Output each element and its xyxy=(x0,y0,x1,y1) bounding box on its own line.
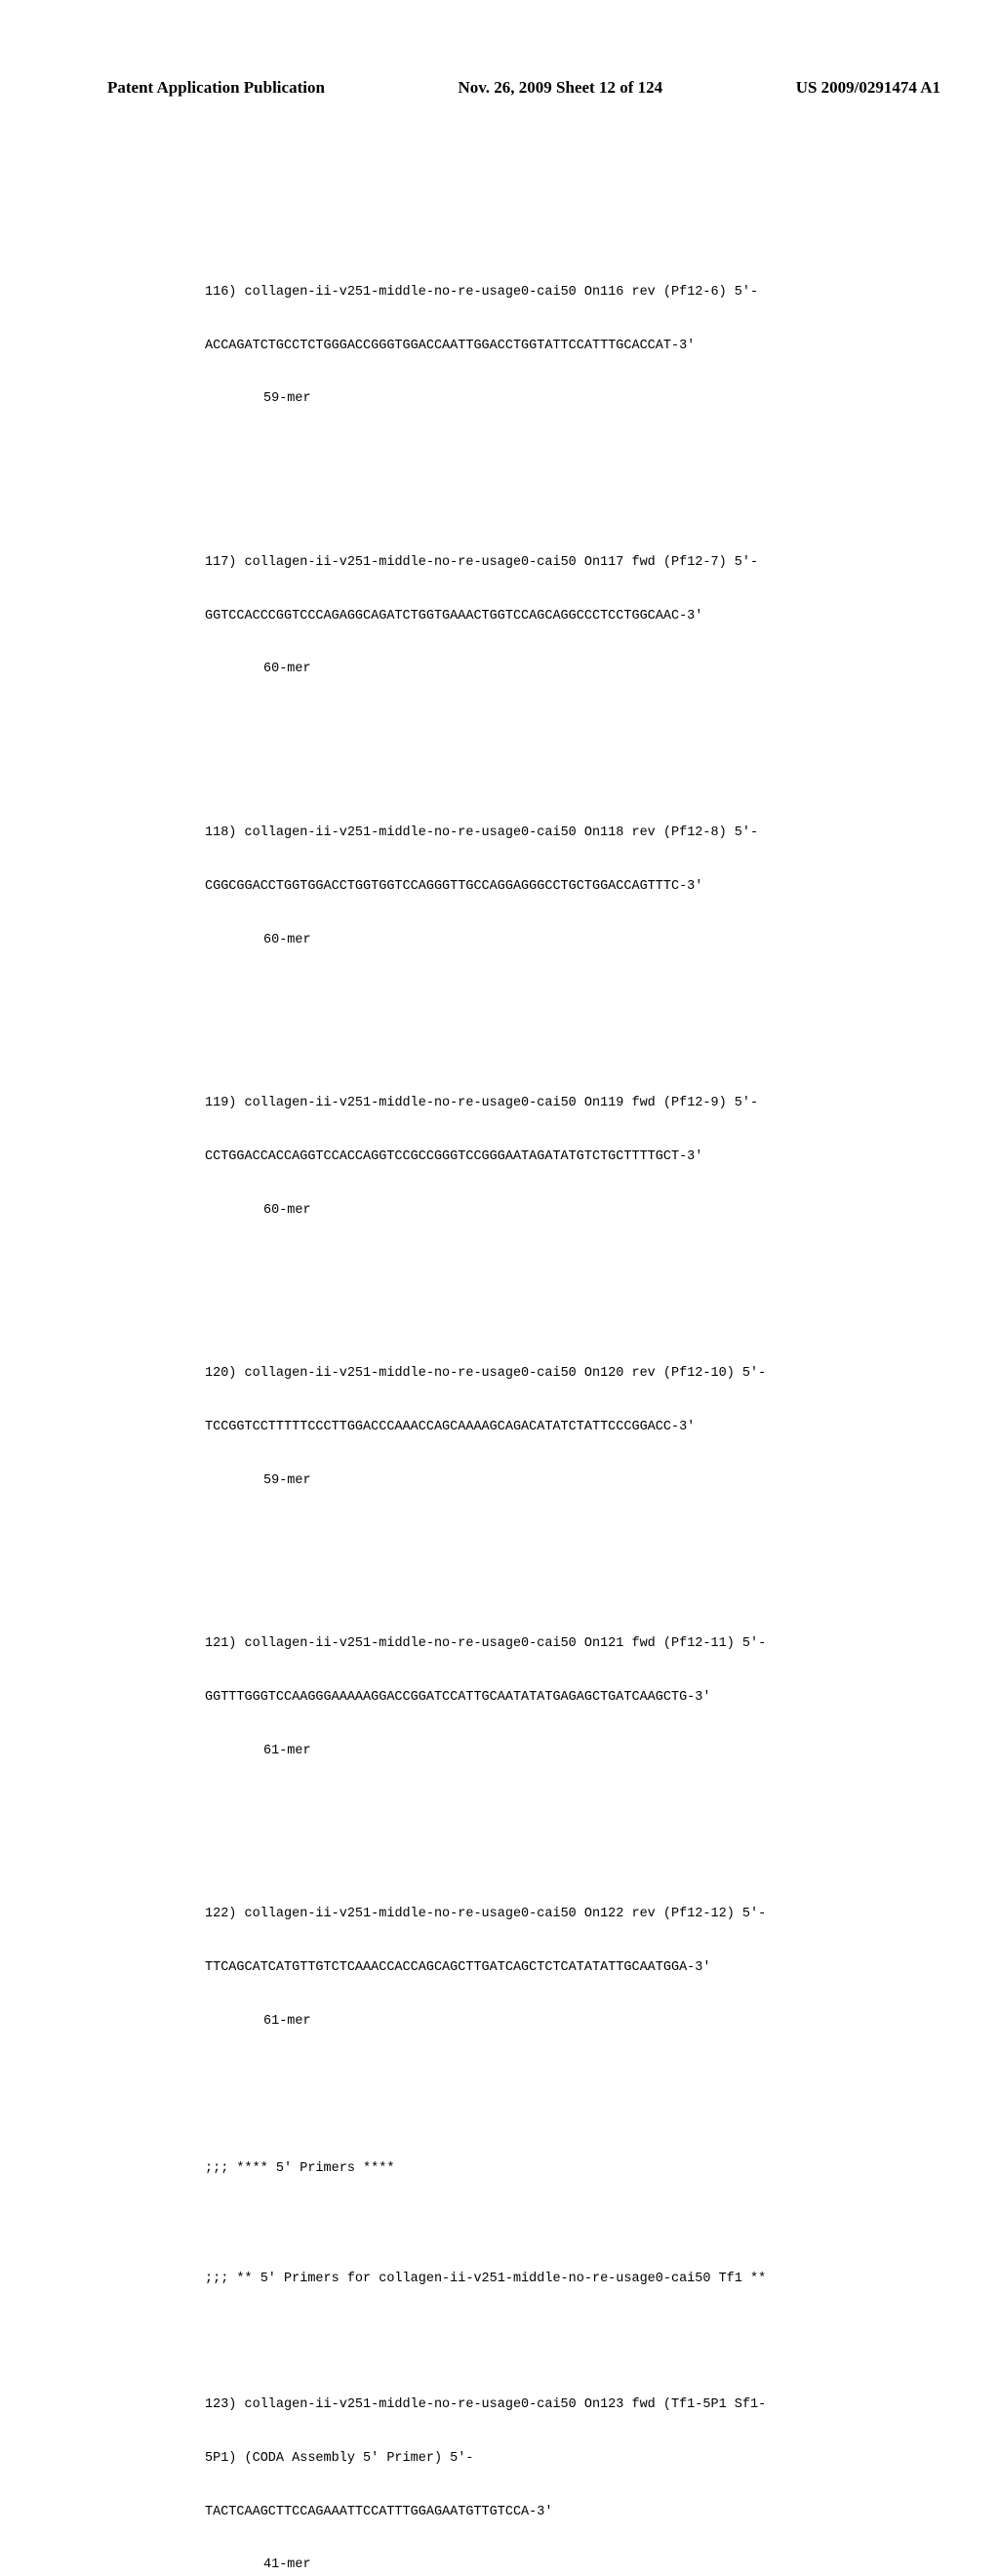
section-header: ;;; **** 5' Primers **** xyxy=(205,2160,829,2178)
sequence-entry: 120) collagen-ii-v251-middle-no-re-usage… xyxy=(205,1330,829,1525)
sequence-entry: 118) collagen-ii-v251-middle-no-re-usage… xyxy=(205,789,829,985)
header-right: US 2009/0291474 A1 xyxy=(796,78,940,98)
header-left: Patent Application Publication xyxy=(107,78,325,98)
sequence-entry: 116) collagen-ii-v251-middle-no-re-usage… xyxy=(205,249,829,444)
sequence-listing: 116) collagen-ii-v251-middle-no-re-usage… xyxy=(205,195,829,2576)
header-center: Nov. 26, 2009 Sheet 12 of 124 xyxy=(458,78,662,98)
sequence-entry: 122) collagen-ii-v251-middle-no-re-usage… xyxy=(205,1871,829,2066)
sequence-entry: 119) collagen-ii-v251-middle-no-re-usage… xyxy=(205,1060,829,1255)
sequence-entry: 123) collagen-ii-v251-middle-no-re-usage… xyxy=(205,2361,829,2576)
sequence-entry: 121) collagen-ii-v251-middle-no-re-usage… xyxy=(205,1600,829,1795)
page-header: Patent Application Publication Nov. 26, … xyxy=(107,78,940,98)
sequence-entry: 117) collagen-ii-v251-middle-no-re-usage… xyxy=(205,519,829,714)
section-header: ;;; ** 5' Primers for collagen-ii-v251-m… xyxy=(205,2271,829,2288)
